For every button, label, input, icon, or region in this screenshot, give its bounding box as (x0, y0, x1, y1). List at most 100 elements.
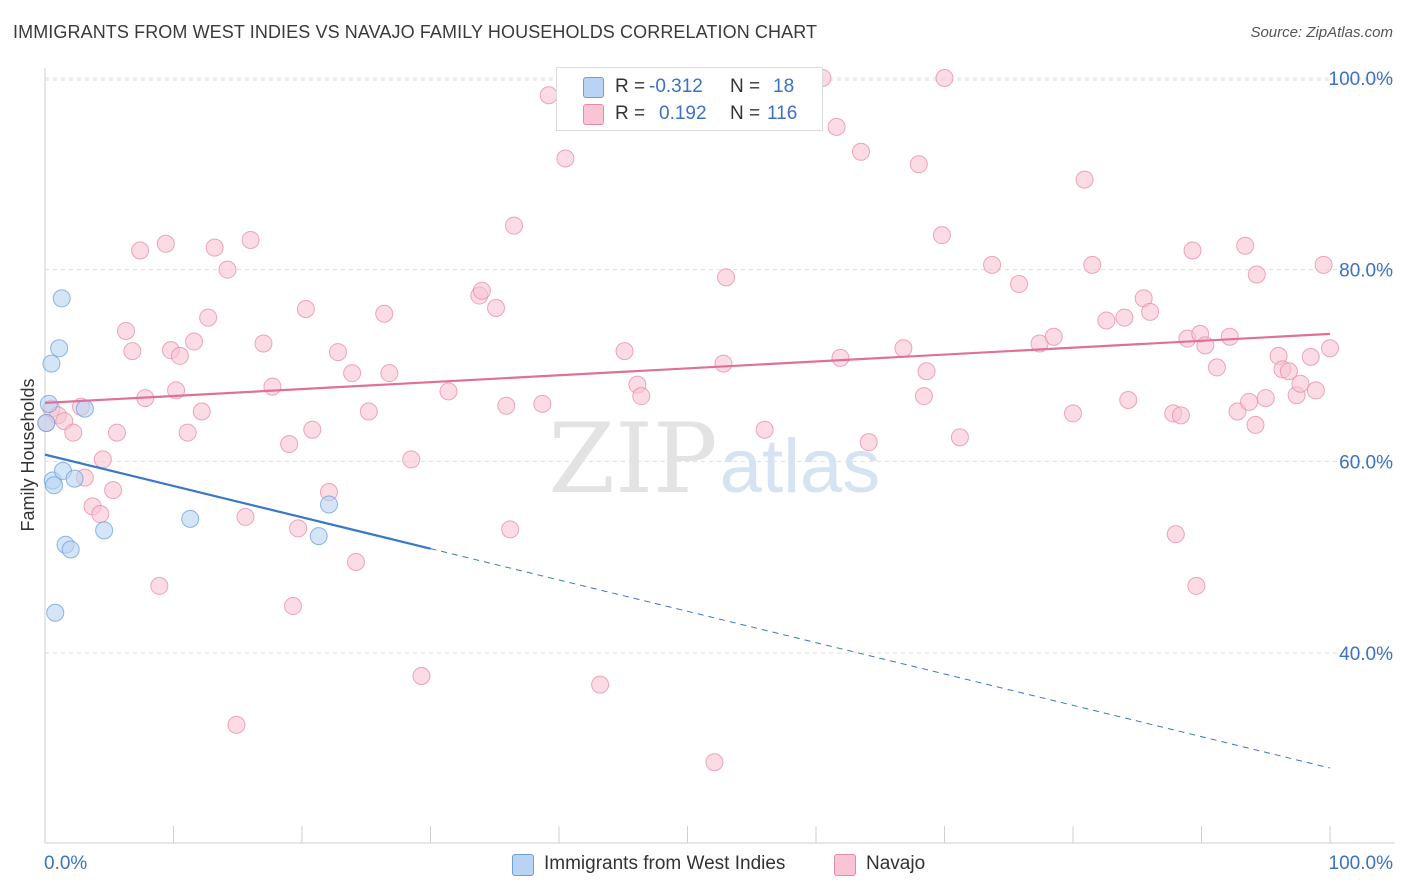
data-point (1321, 339, 1339, 358)
data-point (932, 226, 951, 245)
data-point (123, 342, 142, 361)
west-indies-swatch (583, 77, 604, 98)
data-point (402, 450, 421, 469)
y-axis-label: Family Households (18, 378, 38, 531)
data-point (1183, 241, 1202, 260)
data-point (50, 339, 69, 358)
data-point (319, 495, 338, 514)
n-value: 116 (767, 103, 798, 124)
data-point (199, 308, 218, 327)
trend-line-dashed (430, 548, 1331, 769)
data-point (412, 667, 431, 685)
stats-row-navajo: R = 0.192 N = 116 (557, 101, 822, 127)
data-point (309, 527, 328, 546)
stats-box: R = -0.312 N = 18 R = 0.192 N = 116 (556, 67, 823, 131)
data-point (615, 342, 634, 361)
data-point (263, 377, 282, 396)
data-point (104, 481, 123, 500)
data-point (280, 435, 299, 454)
y-tick-label: 40.0% (1339, 644, 1393, 665)
watermark: ZIP atlas (548, 403, 880, 515)
y-tick-label: 60.0% (1339, 452, 1393, 473)
data-point (1291, 374, 1310, 393)
navajo-swatch (583, 104, 604, 125)
data-point (64, 423, 83, 442)
data-point (1044, 327, 1063, 346)
r-value: 0.192 (659, 103, 707, 124)
data-point (241, 230, 260, 249)
data-point (894, 339, 913, 358)
data-point (236, 507, 255, 526)
trend-line-solid (44, 453, 431, 550)
data-point (755, 420, 774, 439)
data-point (1187, 576, 1206, 595)
trend-lines (44, 332, 1331, 769)
data-point (328, 343, 347, 362)
data-point (170, 346, 189, 365)
x-tick-label: 0.0% (44, 853, 87, 874)
r-value: -0.312 (649, 76, 703, 97)
data-point (65, 469, 84, 488)
legend-label-navajo: Navajo (866, 853, 926, 874)
data-point (1246, 415, 1265, 434)
data-point (1207, 358, 1226, 377)
data-point (1247, 265, 1266, 284)
data-point (1236, 236, 1255, 255)
data-point (181, 509, 200, 528)
data-point (107, 423, 126, 442)
data-point (185, 332, 204, 351)
x-tick-labels: 0.0% 100.0% (44, 853, 1393, 874)
data-point (501, 520, 520, 539)
data-point (380, 364, 399, 383)
data-point (227, 715, 246, 734)
legend-swatch-navajo (834, 854, 856, 876)
data-point (1010, 275, 1029, 294)
data-point (42, 354, 61, 373)
data-point (359, 402, 378, 421)
data-point (1064, 404, 1082, 423)
data-point (1115, 308, 1134, 327)
data-point (1301, 347, 1320, 366)
data-point (935, 69, 954, 87)
data-point (914, 387, 933, 406)
data-point (1306, 381, 1325, 400)
data-point (284, 597, 303, 616)
data-point (52, 289, 71, 308)
trend-line-solid (44, 332, 1331, 404)
data-point (1228, 402, 1247, 421)
watermark-zip: ZIP (548, 403, 717, 515)
data-point (1119, 391, 1138, 409)
data-point (950, 428, 969, 447)
data-point (831, 348, 850, 367)
data-point (93, 450, 112, 469)
data-point (591, 675, 610, 694)
data-point (303, 420, 322, 439)
data-point (254, 334, 273, 353)
y-tick-label: 80.0% (1339, 261, 1393, 282)
data-point (289, 519, 308, 538)
data-point (75, 399, 94, 418)
data-point (95, 521, 114, 540)
n-label: N = (730, 103, 761, 124)
data-point (859, 433, 878, 452)
data-point (505, 216, 524, 235)
data-point (1171, 406, 1190, 425)
data-point (497, 396, 516, 415)
data-point (178, 423, 197, 442)
n-value: 18 (773, 76, 795, 97)
data-point (150, 576, 169, 595)
data-point (39, 394, 58, 413)
data-point (46, 603, 65, 622)
chart-title: IMMIGRANTS FROM WEST INDIES VS NAVAJO FA… (13, 22, 818, 42)
data-point (192, 402, 211, 421)
r-label: R = (615, 103, 646, 124)
data-point (714, 354, 733, 373)
data-point (1314, 255, 1333, 274)
data-point (296, 299, 315, 318)
data-point (156, 234, 175, 253)
data-point (1141, 302, 1160, 321)
data-point (1083, 255, 1102, 274)
data-point (44, 476, 63, 495)
legend-label-west-indies: Immigrants from West Indies (544, 853, 786, 874)
stats-row-west-indies: R = -0.312 N = 18 (557, 74, 822, 100)
